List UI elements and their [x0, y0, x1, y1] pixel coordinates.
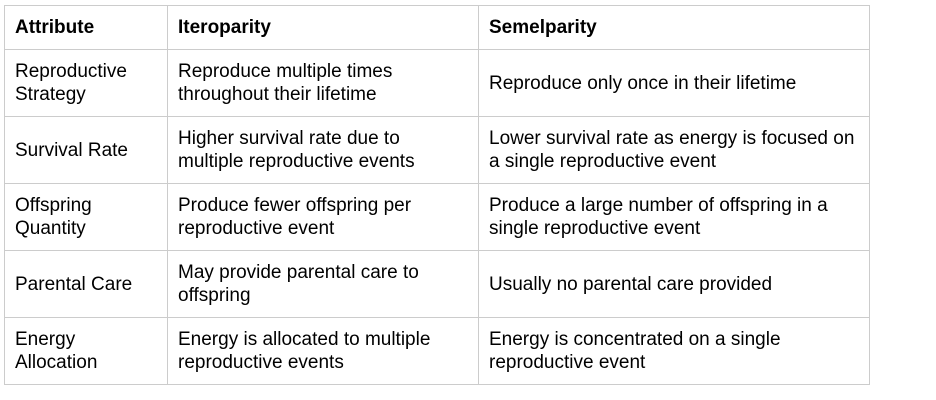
cell-semelparity: Produce a large number of offspring in a…	[478, 183, 870, 251]
table-row: Energy Allocation Energy is allocated to…	[4, 317, 870, 385]
header-semelparity: Semelparity	[478, 5, 870, 50]
cell-attribute: Energy Allocation	[4, 317, 168, 385]
cell-iteroparity: May provide parental care to offspring	[167, 250, 479, 318]
cell-iteroparity: Energy is allocated to multiple reproduc…	[167, 317, 479, 385]
cell-iteroparity: Higher survival rate due to multiple rep…	[167, 116, 479, 184]
cell-semelparity: Reproduce only once in their lifetime	[478, 49, 870, 117]
table-row: Survival Rate Higher survival rate due t…	[4, 116, 870, 184]
cell-semelparity: Usually no parental care provided	[478, 250, 870, 318]
cell-semelparity: Energy is concentrated on a single repro…	[478, 317, 870, 385]
header-attribute: Attribute	[4, 5, 168, 50]
table-row: Parental Care May provide parental care …	[4, 250, 870, 318]
comparison-table: Attribute Iteroparity Semelparity Reprod…	[4, 5, 870, 385]
header-iteroparity: Iteroparity	[167, 5, 479, 50]
table-row: Reproductive Strategy Reproduce multiple…	[4, 49, 870, 117]
cell-attribute: Survival Rate	[4, 116, 168, 184]
cell-iteroparity: Produce fewer offspring per reproductive…	[167, 183, 479, 251]
table-header-row: Attribute Iteroparity Semelparity	[4, 5, 870, 50]
table-row: Offspring Quantity Produce fewer offspri…	[4, 183, 870, 251]
cell-attribute: Parental Care	[4, 250, 168, 318]
cell-iteroparity: Reproduce multiple times throughout thei…	[167, 49, 479, 117]
cell-semelparity: Lower survival rate as energy is focused…	[478, 116, 870, 184]
cell-attribute: Offspring Quantity	[4, 183, 168, 251]
cell-attribute: Reproductive Strategy	[4, 49, 168, 117]
